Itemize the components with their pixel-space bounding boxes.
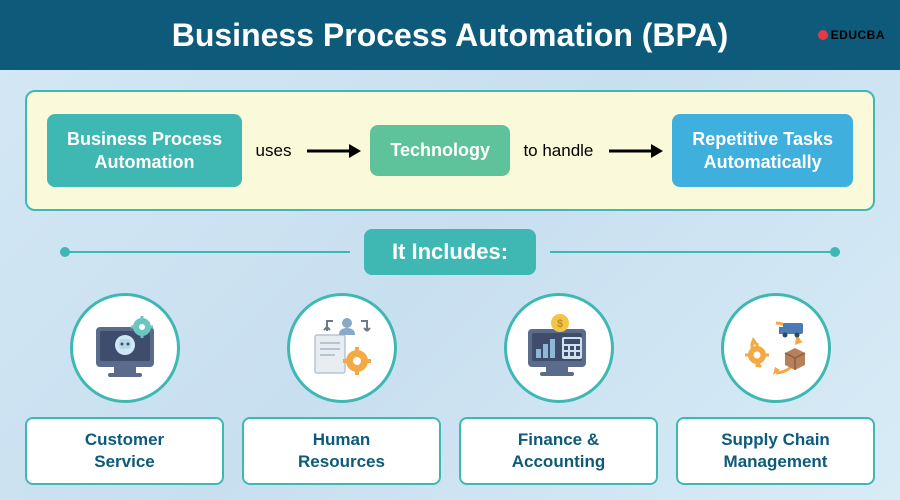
supply-chain-icon [737, 309, 815, 387]
category-label: CustomerService [25, 417, 224, 485]
page-header: Business Process Automation (BPA) EDUCBA [0, 0, 900, 70]
definition-flow: Business ProcessAutomation uses Technolo… [25, 90, 875, 211]
category-label-text: CustomerService [85, 430, 164, 471]
divider-line-right [550, 251, 840, 253]
human-resources-icon [303, 309, 381, 387]
category-customer-service: CustomerService [25, 293, 224, 485]
category-label: Supply ChainManagement [676, 417, 875, 485]
customer-service-icon [86, 309, 164, 387]
flow-node-repetitive: Repetitive TasksAutomatically [672, 114, 853, 187]
category-label-text: Supply ChainManagement [721, 430, 830, 471]
category-label-text: Finance &Accounting [512, 430, 606, 471]
flow-edge-label: uses [252, 141, 296, 161]
flow-node-label: Technology [390, 140, 490, 160]
section-title-pill: It Includes: [364, 229, 536, 275]
category-human-resources: HumanResources [242, 293, 441, 485]
arrow-right-icon [305, 141, 361, 161]
logo-dot-icon [818, 30, 828, 40]
svg-text:$: $ [556, 318, 562, 330]
categories-row: CustomerService HumanResources [0, 293, 900, 485]
category-label-text: HumanResources [298, 430, 385, 471]
flow-edge-label: to handle [519, 141, 597, 161]
brand-logo: EDUCBA [818, 28, 885, 42]
divider-line-left [60, 251, 350, 253]
flow-node-label: Business ProcessAutomation [67, 129, 222, 172]
finance-accounting-icon: $ [520, 309, 598, 387]
category-label: Finance &Accounting [459, 417, 658, 485]
section-title-text: It Includes: [392, 239, 508, 264]
category-icon-ring [287, 293, 397, 403]
flow-node-technology: Technology [370, 125, 510, 176]
section-divider: It Includes: [60, 229, 840, 275]
category-icon-ring [721, 293, 831, 403]
page-title: Business Process Automation (BPA) [172, 17, 729, 54]
arrow-right-icon [607, 141, 663, 161]
category-supply-chain: Supply ChainManagement [676, 293, 875, 485]
flow-node-bpa: Business ProcessAutomation [47, 114, 242, 187]
category-icon-ring [70, 293, 180, 403]
category-icon-ring: $ [504, 293, 614, 403]
category-label: HumanResources [242, 417, 441, 485]
flow-node-label: Repetitive TasksAutomatically [692, 129, 833, 172]
logo-text: EDUCBA [831, 28, 885, 42]
category-finance-accounting: $ Finance &Accounting [459, 293, 658, 485]
